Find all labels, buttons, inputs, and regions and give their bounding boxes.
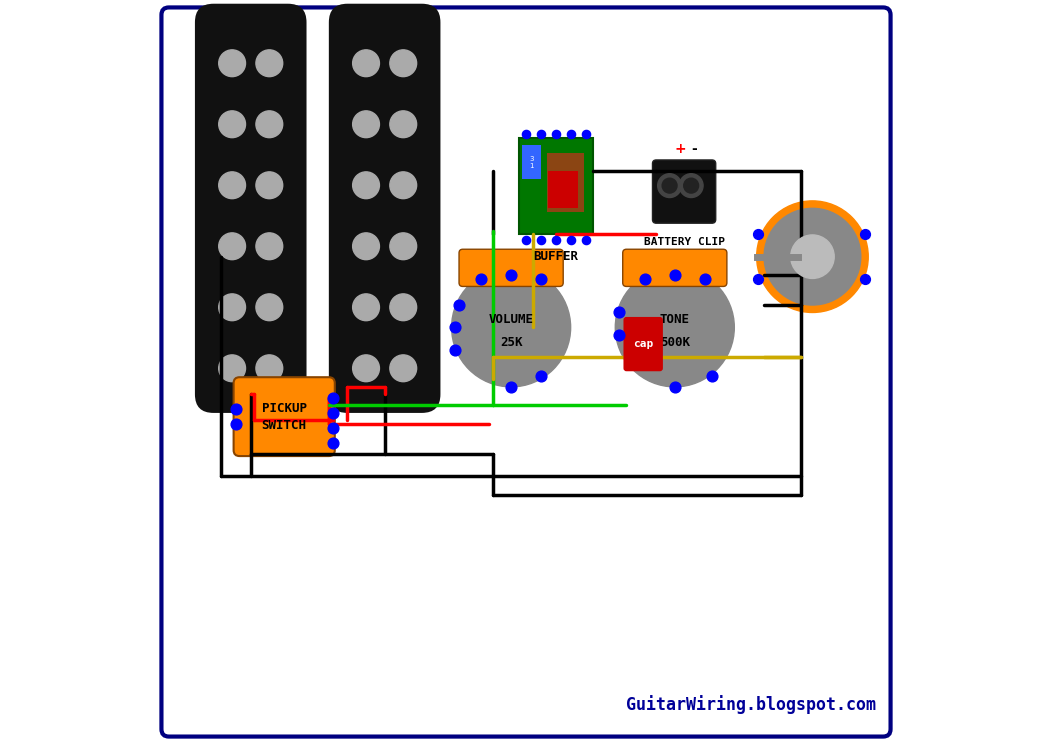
Point [532,273,549,285]
Point [503,269,520,281]
Text: TONE: TONE [660,313,690,327]
Circle shape [390,294,417,321]
Circle shape [352,50,380,77]
FancyBboxPatch shape [329,4,441,413]
Circle shape [352,172,380,199]
Point [324,437,341,449]
Circle shape [615,268,734,387]
Point [518,234,534,246]
Circle shape [219,111,245,138]
Point [447,344,464,356]
Text: VOLUME: VOLUME [488,313,533,327]
Point [610,329,627,341]
Circle shape [390,233,417,260]
Point [666,381,683,393]
Text: 500K: 500K [660,336,690,349]
Circle shape [256,233,283,260]
Text: cap: cap [633,339,653,349]
Point [503,381,520,393]
Point [324,422,341,434]
Point [610,307,627,318]
Circle shape [219,172,245,199]
Point [532,234,549,246]
Point [636,273,653,285]
Circle shape [390,50,417,77]
Circle shape [352,355,380,382]
Circle shape [219,50,245,77]
Text: 25K: 25K [500,336,523,349]
Circle shape [219,355,245,382]
Circle shape [256,355,283,382]
Circle shape [684,179,699,193]
Circle shape [256,294,283,321]
Point [562,128,579,140]
Circle shape [756,201,868,312]
Circle shape [256,172,283,199]
Circle shape [352,233,380,260]
Text: BATTERY CLIP: BATTERY CLIP [644,237,725,247]
Point [547,234,564,246]
Point [856,228,873,240]
Text: GuitarWiring.blogspot.com: GuitarWiring.blogspot.com [626,695,875,714]
FancyBboxPatch shape [161,7,891,737]
Circle shape [662,179,677,193]
Point [447,321,464,333]
Point [666,269,683,281]
Point [532,128,549,140]
Point [562,234,579,246]
Point [324,407,341,419]
Circle shape [390,172,417,199]
Circle shape [791,235,834,278]
FancyBboxPatch shape [623,249,727,286]
FancyBboxPatch shape [652,160,715,223]
Bar [548,171,579,208]
Circle shape [390,355,417,382]
Text: BUFFER: BUFFER [533,250,579,263]
FancyBboxPatch shape [195,4,306,413]
Point [227,418,244,430]
Text: -: - [691,142,696,156]
Point [324,392,341,404]
Point [704,370,721,382]
Point [473,273,490,285]
Point [518,128,534,140]
Text: +: + [674,142,686,156]
Point [227,403,244,415]
Text: PICKUP
SWITCH: PICKUP SWITCH [262,402,307,432]
Circle shape [352,294,380,321]
Circle shape [219,233,245,260]
Circle shape [256,50,283,77]
Point [856,273,873,285]
Circle shape [219,294,245,321]
Circle shape [390,111,417,138]
Point [578,128,594,140]
Circle shape [352,111,380,138]
Circle shape [680,174,703,198]
Text: 3
1: 3 1 [530,155,534,169]
Bar [522,145,541,179]
FancyBboxPatch shape [234,377,335,456]
Circle shape [451,268,570,387]
Point [547,128,564,140]
Bar [547,153,584,212]
Circle shape [256,111,283,138]
Point [450,299,467,311]
Point [532,370,549,382]
Circle shape [764,208,861,305]
FancyBboxPatch shape [624,317,663,371]
Point [750,228,767,240]
Point [578,234,594,246]
Bar [519,138,593,234]
Point [696,273,713,285]
FancyBboxPatch shape [459,249,563,286]
Point [750,273,767,285]
Circle shape [658,174,682,198]
